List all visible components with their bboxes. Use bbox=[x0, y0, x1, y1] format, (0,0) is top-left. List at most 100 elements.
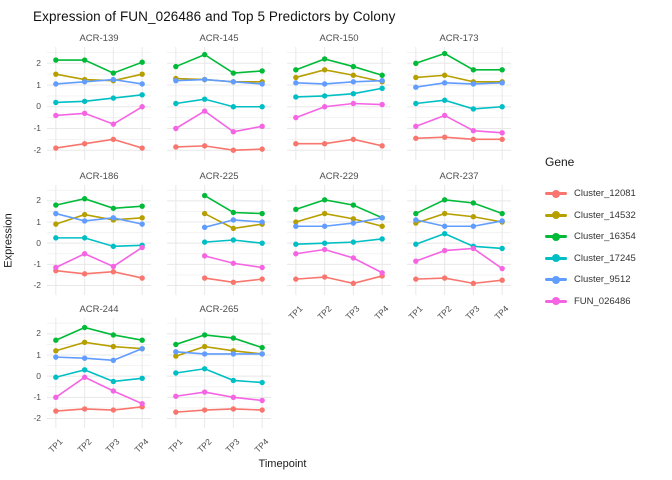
data-point bbox=[321, 197, 328, 203]
data-point bbox=[53, 71, 59, 77]
data-point bbox=[110, 269, 117, 275]
data-point bbox=[201, 407, 208, 413]
data-point bbox=[293, 223, 299, 229]
data-point bbox=[441, 50, 448, 57]
data-point bbox=[201, 351, 208, 357]
data-point bbox=[53, 354, 59, 360]
data-point bbox=[230, 237, 237, 243]
data-point bbox=[173, 63, 179, 70]
data-point bbox=[379, 236, 385, 242]
series-FUN_026486 bbox=[201, 253, 265, 271]
data-point bbox=[350, 72, 357, 78]
data-point bbox=[230, 394, 237, 401]
data-point bbox=[230, 70, 237, 76]
data-point bbox=[321, 141, 328, 147]
series-FUN_026486 bbox=[293, 246, 385, 276]
facet-ACR-186: ACR-186 2 1 0 -1 -2 bbox=[33, 171, 151, 295]
data-point bbox=[379, 215, 385, 221]
data-point bbox=[259, 276, 265, 282]
data-point bbox=[53, 221, 59, 227]
data-point bbox=[201, 253, 208, 259]
data-point bbox=[441, 112, 448, 119]
data-point bbox=[53, 394, 59, 401]
series-Cluster_12081 bbox=[53, 267, 145, 281]
data-point bbox=[139, 215, 145, 221]
x-tick-label: TP2 bbox=[435, 303, 454, 322]
series-Cluster_9512 bbox=[293, 77, 385, 87]
x-tick-label: TP3 bbox=[223, 436, 242, 455]
data-point bbox=[81, 324, 88, 331]
data-point bbox=[81, 98, 88, 105]
data-point bbox=[499, 277, 505, 283]
data-point bbox=[230, 335, 237, 341]
data-point bbox=[110, 121, 117, 127]
series-FUN_026486 bbox=[53, 104, 145, 127]
series-FUN_026486 bbox=[413, 245, 505, 272]
x-tick-label: TP4 bbox=[372, 303, 391, 322]
data-point bbox=[470, 136, 477, 143]
series-Cluster_9512 bbox=[53, 210, 145, 227]
series-Cluster_16354 bbox=[53, 196, 145, 211]
data-point bbox=[293, 74, 299, 81]
data-point bbox=[470, 200, 477, 206]
facet-ACR-265: ACR-265 TP1 TP2 TP3 TP4 bbox=[166, 304, 271, 455]
data-point bbox=[53, 408, 59, 414]
data-point bbox=[173, 349, 179, 355]
data-point bbox=[441, 80, 448, 86]
y-tick-label: 1 bbox=[36, 79, 41, 90]
data-point bbox=[230, 217, 237, 223]
data-point bbox=[321, 93, 328, 99]
data-point bbox=[81, 235, 88, 241]
x-tick-label: TP1 bbox=[166, 436, 185, 455]
data-point bbox=[81, 406, 88, 412]
data-point bbox=[413, 210, 419, 217]
series-FUN_026486 bbox=[413, 112, 505, 136]
facet-ACR-139: ACR-139 2 1 0 -1 -2 bbox=[33, 33, 151, 160]
data-point bbox=[230, 147, 237, 153]
series-FUN_026486 bbox=[173, 108, 265, 135]
legend-item-Cluster_14532: Cluster_14532 bbox=[545, 205, 636, 227]
facet-ACR-225: ACR-225 bbox=[167, 171, 271, 295]
facet-label: ACR-225 bbox=[199, 171, 239, 182]
data-point bbox=[499, 210, 505, 217]
data-point bbox=[53, 99, 59, 106]
data-point bbox=[139, 59, 145, 65]
series-Cluster_12081 bbox=[293, 136, 385, 149]
facet-plot bbox=[407, 47, 511, 160]
data-point bbox=[321, 246, 328, 253]
data-point bbox=[259, 351, 265, 357]
series-Cluster_17245 bbox=[413, 230, 505, 252]
facet-plot bbox=[167, 185, 271, 295]
facet-plot bbox=[167, 47, 271, 160]
data-point bbox=[201, 389, 208, 395]
data-point bbox=[499, 104, 505, 110]
data-point bbox=[441, 210, 448, 217]
series-Cluster_9512 bbox=[173, 76, 265, 87]
facet-plot bbox=[287, 185, 391, 295]
y-tick-label: 0 bbox=[36, 237, 41, 248]
data-point bbox=[470, 280, 477, 287]
data-point bbox=[293, 80, 299, 86]
x-tick-label: TP1 bbox=[46, 436, 65, 455]
data-point bbox=[201, 332, 208, 338]
data-point bbox=[230, 225, 237, 232]
y-tick-label: -1 bbox=[33, 122, 41, 133]
data-point bbox=[110, 215, 117, 221]
data-point bbox=[350, 255, 357, 261]
data-point bbox=[259, 123, 265, 130]
data-point bbox=[293, 67, 299, 73]
data-point bbox=[81, 110, 88, 116]
data-point bbox=[173, 409, 179, 415]
data-point bbox=[470, 214, 477, 220]
data-point bbox=[259, 81, 265, 87]
data-point bbox=[173, 353, 179, 359]
series-Cluster_14532 bbox=[293, 210, 385, 229]
data-point bbox=[139, 104, 145, 110]
data-point bbox=[53, 264, 59, 271]
data-point bbox=[350, 202, 357, 208]
facet-ACR-150: ACR-150 bbox=[287, 33, 391, 160]
y-tick-label: -1 bbox=[33, 391, 41, 402]
series-FUN_026486 bbox=[53, 374, 145, 407]
data-point bbox=[53, 374, 59, 380]
